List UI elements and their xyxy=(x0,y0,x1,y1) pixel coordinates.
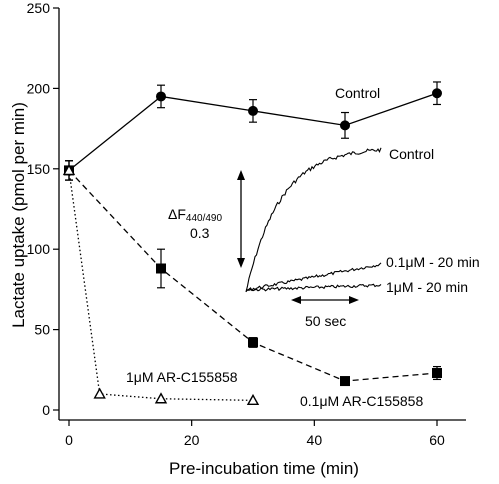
inset-time-bar xyxy=(291,296,359,304)
inset-scale-bar xyxy=(237,170,245,268)
x-tick-label: 60 xyxy=(429,432,445,448)
y-tick-group: 0 50 100 150 200 250 xyxy=(27,0,59,418)
x-tick-group: 0 20 40 60 xyxy=(65,420,445,448)
y-tick-label: 200 xyxy=(27,80,51,96)
data-point xyxy=(432,368,442,379)
y-axis-label: Lactate uptake (pmol per min) xyxy=(9,102,28,328)
series-line xyxy=(68,170,254,402)
inset-trace-label-control: Control xyxy=(389,146,434,162)
series-circle xyxy=(64,81,442,181)
inset-trace-label-1um: 1μM - 20 min xyxy=(386,279,468,295)
x-tick-label: 0 xyxy=(65,432,73,448)
data-point xyxy=(93,387,106,399)
inset-scale-value: 0.3 xyxy=(190,225,210,241)
y-tick-label: 250 xyxy=(27,0,51,16)
data-point xyxy=(154,392,168,404)
series-line xyxy=(68,169,438,382)
inset-scale-label: ΔF440/490 xyxy=(168,206,222,224)
x-tick-label: 40 xyxy=(307,432,323,448)
inset-trace-0.1um xyxy=(245,262,382,292)
y-tick-label: 100 xyxy=(27,241,51,257)
data-point xyxy=(248,337,258,348)
x-tick-label: 20 xyxy=(184,432,200,448)
series-label-0.1um: 0.1μM AR-C155858 xyxy=(300,393,423,409)
data-point xyxy=(432,88,442,99)
data-point xyxy=(156,263,166,274)
data-point xyxy=(340,376,350,387)
axes xyxy=(58,8,466,421)
series-triangle xyxy=(62,160,260,406)
data-point xyxy=(156,91,166,102)
series-layer xyxy=(62,81,442,406)
series-square xyxy=(64,160,442,387)
inset-traces: ΔF440/490 0.3 Control 0.1μM - 20 min 1μM… xyxy=(168,146,480,329)
y-tick-label: 50 xyxy=(34,322,50,338)
data-point xyxy=(248,105,258,116)
data-point xyxy=(246,393,260,406)
x-axis-label: Pre-incubation time (min) xyxy=(169,459,359,478)
data-point xyxy=(62,163,76,176)
y-tick-label: 150 xyxy=(27,161,51,177)
inset-trace-label-0.1um: 0.1μM - 20 min xyxy=(386,254,480,270)
data-point xyxy=(340,120,350,131)
y-tick-label: 0 xyxy=(42,402,50,418)
inset-time-bar-label: 50 sec xyxy=(305,313,346,329)
series-label-1um: 1μM AR-C155858 xyxy=(126,369,238,385)
inset-trace-control xyxy=(245,147,382,293)
inset-trace-1um xyxy=(245,283,382,292)
series-label-control: Control xyxy=(335,85,380,101)
